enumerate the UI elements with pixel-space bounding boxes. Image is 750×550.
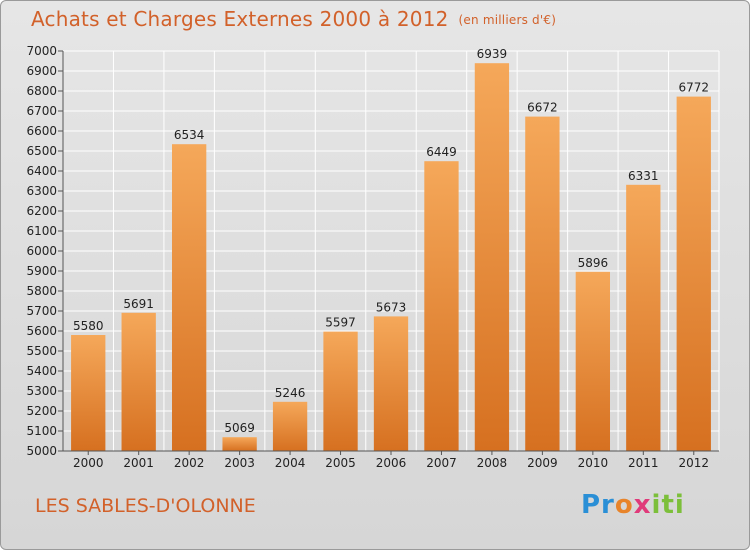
proxiti-logo[interactable]: Proxiti <box>581 490 685 520</box>
data-label-2004: 5246 <box>275 386 306 400</box>
data-label-2001: 5691 <box>123 297 154 311</box>
bar-2002 <box>171 144 207 451</box>
y-tick-label: 6700 <box>26 104 57 118</box>
data-label-2002: 6534 <box>174 128 205 142</box>
x-tick-label-2002: 2002 <box>174 456 205 470</box>
y-tick-label: 5600 <box>26 324 57 338</box>
data-label-2011: 6331 <box>628 169 659 183</box>
city-name: LES SABLES-D'OLONNE <box>35 495 256 517</box>
data-label-2005: 5597 <box>325 316 356 330</box>
logo-part-1: Pr <box>581 490 615 520</box>
x-tick-label-2001: 2001 <box>123 456 154 470</box>
bar-layer: 5580 5691 6534 5069 5246 5597 5673 6449 6939 6672… <box>71 47 711 452</box>
y-tick-label: 6300 <box>26 184 57 198</box>
x-tick-label-2008: 2008 <box>477 456 508 470</box>
bar-2007 <box>424 161 459 451</box>
data-label-2007: 6449 <box>426 145 457 159</box>
logo-part-4: iti <box>651 490 685 520</box>
bar-2010 <box>575 271 611 451</box>
x-tick-label-2011: 2011 <box>628 456 659 470</box>
y-tick-label: 6100 <box>26 224 57 238</box>
data-label-2012: 6772 <box>678 81 709 95</box>
x-tick-label-2004: 2004 <box>275 456 306 470</box>
data-label-2000: 5580 <box>73 319 104 333</box>
logo-part-3: x <box>633 490 652 520</box>
data-label-2003: 5069 <box>224 421 255 435</box>
y-tick-label: 6600 <box>26 124 57 138</box>
bar-2004 <box>272 401 308 451</box>
data-label-2010: 5896 <box>578 256 609 270</box>
y-tick-label: 5400 <box>26 364 57 378</box>
y-tick-label: 6800 <box>26 84 57 98</box>
y-tick-label: 7000 <box>26 44 57 58</box>
bar-2001 <box>121 312 156 451</box>
bar-2009 <box>525 116 560 451</box>
y-tick-label: 5000 <box>26 444 57 458</box>
x-tick-label-2006: 2006 <box>376 456 407 470</box>
x-tick-label-2010: 2010 <box>578 456 609 470</box>
y-tick-label: 6500 <box>26 144 57 158</box>
x-tick-label-2012: 2012 <box>678 456 709 470</box>
y-tick-label: 5900 <box>26 264 57 278</box>
x-tick-label-2005: 2005 <box>325 456 356 470</box>
bar-2006 <box>373 316 409 451</box>
y-tick-label: 5500 <box>26 344 57 358</box>
y-tick-label: 5700 <box>26 304 57 318</box>
data-label-2006: 5673 <box>376 300 407 314</box>
y-tick-label: 5200 <box>26 404 57 418</box>
data-label-2008: 6939 <box>477 47 508 61</box>
y-tick-label: 6200 <box>26 204 57 218</box>
bar-2008 <box>474 63 510 451</box>
bar-2011 <box>626 184 661 452</box>
axis-layer: 5000 5100 5200 5300 5400 5500 5600 5700 5800 5900… <box>26 44 719 470</box>
y-tick-label: 5100 <box>26 424 57 438</box>
chart-title-text: Achats et Charges Externes 2000 à 2012 <box>31 7 449 31</box>
chart-title: Achats et Charges Externes 2000 à 2012 (e… <box>31 7 556 31</box>
y-tick-label: 6900 <box>26 64 57 78</box>
x-tick-label-2003: 2003 <box>224 456 255 470</box>
bar-2000 <box>71 335 106 451</box>
y-tick-label: 6400 <box>26 164 57 178</box>
bar-2005 <box>323 331 358 451</box>
chart-subtitle: (en milliers d'€) <box>458 13 557 27</box>
y-tick-label: 6000 <box>26 244 57 258</box>
logo-part-2: o <box>614 490 634 520</box>
bar-2012 <box>676 96 711 451</box>
x-tick-label-2000: 2000 <box>73 456 104 470</box>
y-tick-label: 5300 <box>26 384 57 398</box>
bar-2003 <box>222 437 257 451</box>
data-label-2009: 6672 <box>527 101 558 115</box>
x-tick-label-2009: 2009 <box>527 456 558 470</box>
y-tick-label: 5800 <box>26 284 57 298</box>
x-tick-label-2007: 2007 <box>426 456 457 470</box>
